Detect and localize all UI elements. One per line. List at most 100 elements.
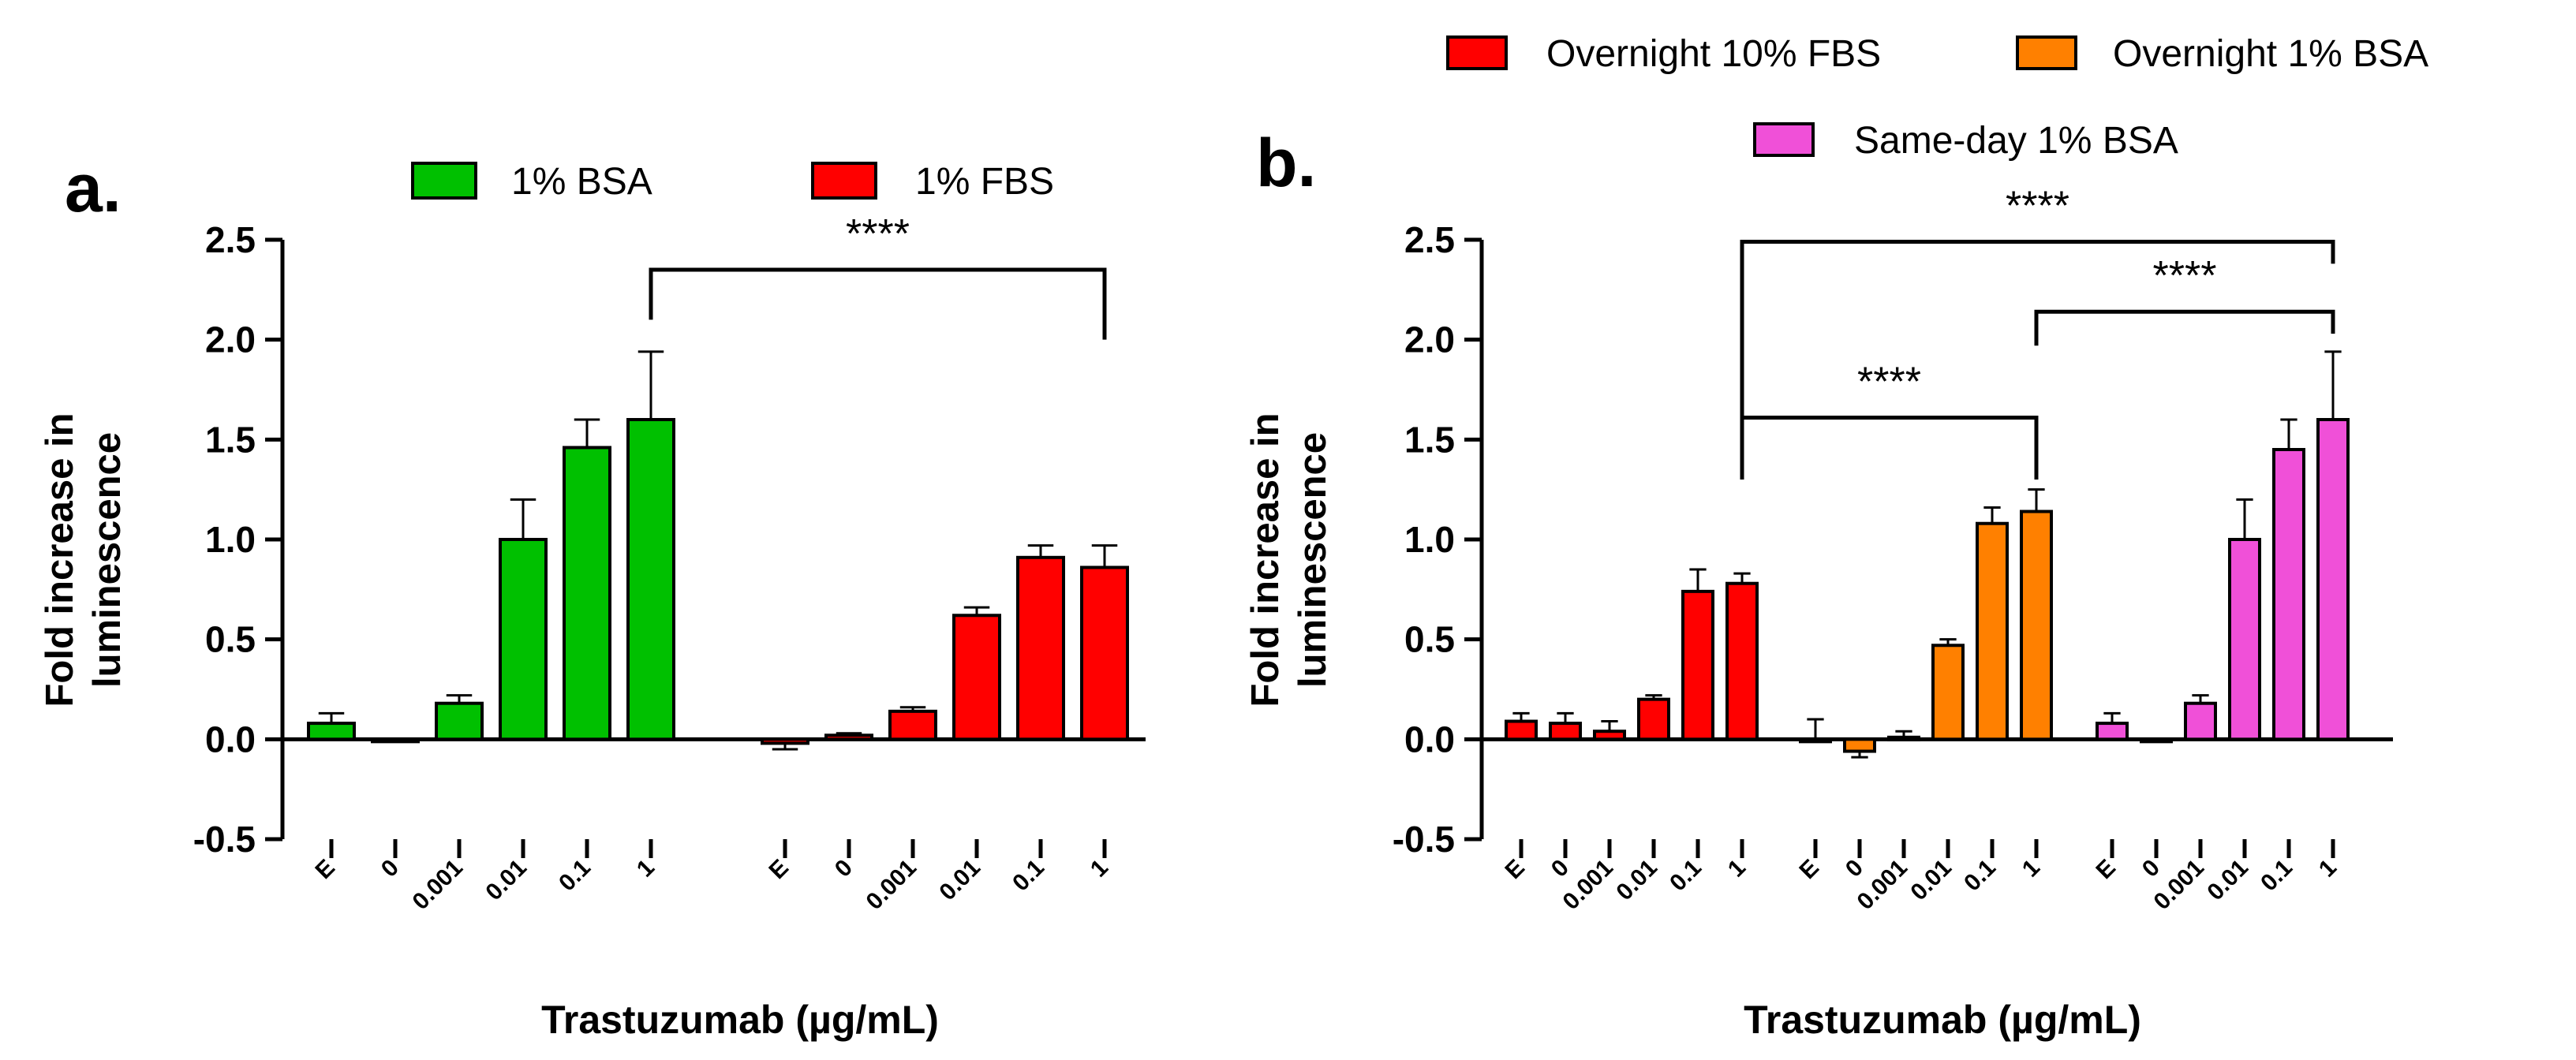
- legend-label-overnight-1pct-bsa: Overnight 1% BSA: [2113, 33, 2428, 75]
- legend-label-same-day-1pct-bsa: Same-day 1% BSA: [1854, 120, 2178, 162]
- x-tick-label: 1: [1086, 855, 1113, 883]
- significance-bracket: [1740, 240, 2335, 470]
- x-tick-label: 1: [2017, 855, 2045, 883]
- bar-1pct-bsa-0-01: [499, 538, 548, 741]
- bar-1pct-bsa-e: [307, 722, 356, 741]
- bar-same-day-1pct-bsa-1: [2316, 418, 2350, 741]
- significance-label: ****: [2153, 253, 2217, 299]
- bar-overnight-10pct-fbs-0-001: [1593, 730, 1626, 741]
- x-tick-label: E: [2091, 855, 2120, 884]
- y-tick-label: 2.5: [205, 219, 256, 260]
- y-tick-label: 0.0: [205, 718, 256, 760]
- x-tick-label: 0: [1841, 855, 1868, 883]
- x-tick-label: 0.001: [1853, 855, 1912, 915]
- significance-label: ****: [846, 211, 910, 257]
- panel-a-bars: [307, 350, 1129, 751]
- x-tick-label: 0.1: [554, 855, 596, 897]
- y-tick-label: 2.0: [205, 319, 256, 360]
- significance-bracket: [649, 267, 1107, 340]
- panel-a-significance: ****: [649, 211, 1107, 340]
- panel-b-legend: Overnight 10% FBS Overnight 1% BSA Same-…: [1446, 33, 2428, 162]
- legend-label-overnight-10pct-fbs: Overnight 10% FBS: [1546, 33, 1881, 75]
- x-tick-label: E: [764, 855, 793, 884]
- x-tick-label: 0.001: [408, 855, 468, 915]
- y-tick-label: 1.0: [1404, 519, 1455, 560]
- bar-1pct-bsa-1: [626, 418, 675, 741]
- bar-same-day-1pct-bsa-0-1: [2272, 448, 2305, 741]
- x-tick-label: 1: [632, 855, 660, 883]
- bar-overnight-10pct-fbs-1: [1725, 581, 1759, 741]
- bar-1pct-fbs-0-01: [952, 614, 1001, 741]
- y-tick-label: 2.0: [1404, 319, 1455, 360]
- bar-same-day-1pct-bsa-0-01: [2228, 538, 2261, 741]
- bar-overnight-10pct-fbs-0-1: [1681, 589, 1714, 741]
- bar-same-day-1pct-bsa-0-001: [2184, 701, 2217, 741]
- bar-1pct-bsa-0-001: [435, 701, 484, 741]
- x-tick-label: 0: [376, 855, 404, 883]
- x-tick-label: 0.01: [480, 855, 532, 906]
- x-tick-label: 0: [2137, 855, 2165, 883]
- significance-bracket: [1740, 415, 2039, 480]
- bar-1pct-fbs-0-1: [1016, 555, 1065, 741]
- y-tick-label: 0.0: [1404, 718, 1455, 760]
- bar-same-day-1pct-bsa-0: [2140, 737, 2173, 744]
- bar-1pct-bsa-0-1: [563, 446, 611, 741]
- panel-b-significance: **** **** ****: [1740, 184, 2335, 480]
- y-tick-label: 1.5: [205, 419, 256, 460]
- x-tick-label: E: [310, 855, 339, 884]
- x-tick-label: 0.1: [1665, 855, 1707, 897]
- y-tick-label: -0.5: [193, 819, 256, 860]
- bar-1pct-fbs-0: [824, 733, 873, 741]
- x-tick-label: 0.1: [1008, 855, 1049, 897]
- panel-b-ylabel-line1: Fold increase in: [1244, 412, 1287, 707]
- x-tick-label: E: [1500, 855, 1529, 884]
- bar-overnight-10pct-fbs-e: [1505, 719, 1538, 741]
- legend-swatch-overnight-1pct-bsa: [2016, 35, 2077, 70]
- bar-1pct-fbs-0-001: [888, 709, 937, 741]
- panel-a-ylabel-line2: luminescence: [86, 432, 129, 688]
- bar-overnight-1pct-bsa-0: [1843, 737, 1876, 753]
- legend-label-1pct-bsa: 1% BSA: [511, 161, 652, 203]
- y-tick-label: 1.0: [205, 519, 256, 560]
- bar-overnight-10pct-fbs-0-01: [1637, 697, 1670, 741]
- x-tick-label: 0.01: [934, 855, 985, 906]
- x-tick-label: 0.1: [2256, 855, 2297, 897]
- legend-swatch-1pct-fbs: [811, 162, 877, 200]
- bar-overnight-1pct-bsa-1: [2020, 509, 2053, 741]
- y-tick-label: 0.5: [205, 619, 256, 660]
- y-tick-label: 1.5: [1404, 419, 1455, 460]
- significance-bracket: [2034, 309, 2335, 346]
- x-tick-label: 0.01: [2202, 855, 2253, 906]
- panel-b-letter: b.: [1256, 125, 1316, 201]
- panel-a-letter: a.: [65, 151, 122, 226]
- bar-1pct-fbs-e: [761, 737, 809, 745]
- bar-1pct-bsa-0: [371, 737, 420, 744]
- legend-swatch-overnight-10pct-fbs: [1446, 35, 1508, 70]
- bar-overnight-1pct-bsa-0-01: [1931, 644, 1965, 741]
- legend-swatch-same-day-1pct-bsa: [1753, 122, 1815, 157]
- panel-b-bars: [1505, 350, 2350, 759]
- x-tick-label: 0.1: [1959, 855, 2001, 897]
- legend-swatch-1pct-bsa: [411, 162, 477, 200]
- bar-overnight-1pct-bsa-e: [1799, 737, 1832, 744]
- bar-overnight-1pct-bsa-0-1: [1976, 521, 2009, 741]
- panel-a: a. 1% BSA 1% FBS Fold increase in lumine…: [39, 151, 1146, 1042]
- x-tick-label: 0.01: [1905, 855, 1957, 906]
- y-tick-label: -0.5: [1393, 819, 1455, 860]
- x-tick-label: 0: [1546, 855, 1574, 883]
- bar-1pct-fbs-1: [1080, 565, 1129, 741]
- x-tick-label: 0.01: [1611, 855, 1662, 906]
- panel-b: b. Overnight 10% FBS Overnight 1% BSA Sa…: [1244, 33, 2428, 1042]
- panel-b-xlabel: Trastuzumab (µg/mL): [1744, 998, 2141, 1042]
- significance-label: ****: [2006, 184, 2069, 230]
- panel-a-ylabel-line1: Fold increase in: [39, 412, 81, 707]
- y-tick-label: 0.5: [1404, 619, 1455, 660]
- panel-a-legend: 1% BSA 1% FBS: [411, 161, 1054, 203]
- panel-b-ylabel-line2: luminescence: [1292, 432, 1334, 688]
- x-tick-label: 1: [1723, 855, 1751, 883]
- x-tick-label: 0.001: [862, 855, 922, 915]
- bar-same-day-1pct-bsa-e: [2096, 722, 2129, 741]
- x-tick-label: E: [1794, 855, 1823, 884]
- x-tick-label: 0.001: [2149, 855, 2209, 915]
